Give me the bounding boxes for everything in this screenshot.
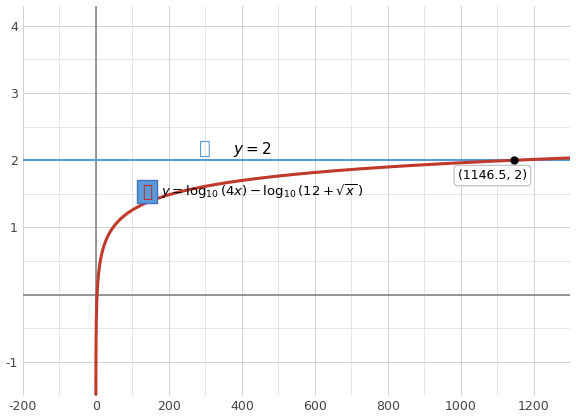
Text: $y = 2$: $y = 2$ bbox=[233, 140, 271, 159]
Text: $y = \log_{10}(4x) - \log_{10}(12 + \sqrt{x}\,)$: $y = \log_{10}(4x) - \log_{10}(12 + \sqr… bbox=[161, 182, 363, 201]
Text: Ⓝ: Ⓝ bbox=[142, 183, 152, 201]
FancyBboxPatch shape bbox=[137, 181, 157, 203]
Text: (1146.5, 2): (1146.5, 2) bbox=[458, 169, 527, 182]
Text: Ⓝ: Ⓝ bbox=[199, 139, 211, 158]
